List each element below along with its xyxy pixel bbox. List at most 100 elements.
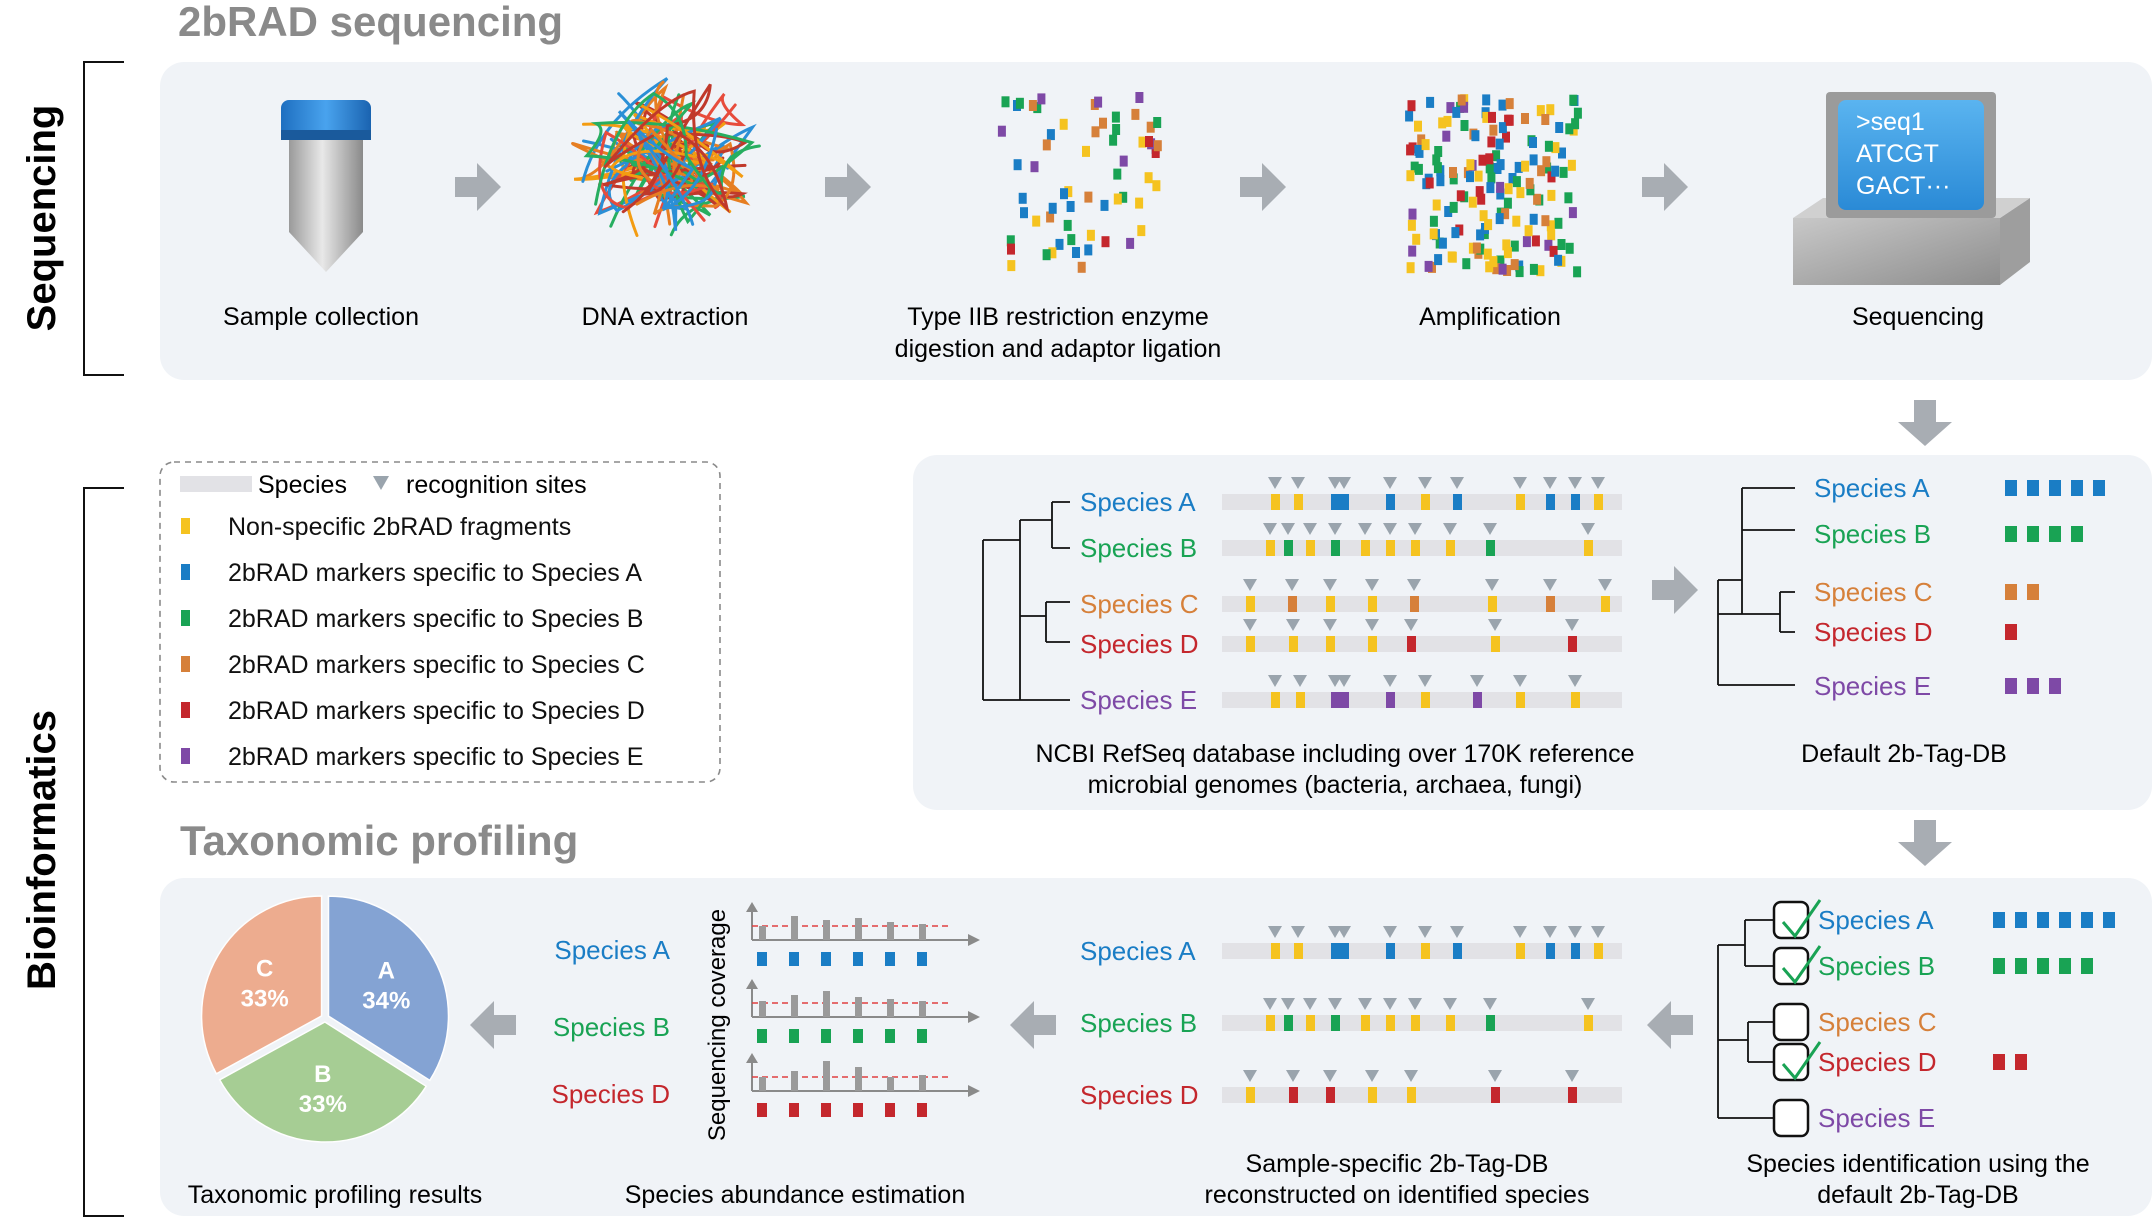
fragment bbox=[1536, 265, 1545, 277]
fragment bbox=[1406, 262, 1415, 274]
fragment bbox=[1015, 97, 1024, 109]
sample-species-label: Species D bbox=[1080, 1080, 1199, 1110]
marker-fragment bbox=[1386, 494, 1395, 510]
checkmark-icon bbox=[1781, 899, 1822, 939]
recognition-site-icon bbox=[1404, 1070, 1418, 1082]
checkbox-icon bbox=[1772, 1002, 1810, 1042]
fragment bbox=[1501, 208, 1510, 220]
marker-fragment bbox=[1488, 596, 1497, 612]
ident-marker bbox=[2015, 912, 2027, 928]
fragment bbox=[1451, 227, 1460, 239]
title-sequencing: 2bRAD sequencing bbox=[178, 0, 563, 45]
ident-species-label: Species C bbox=[1818, 1007, 1937, 1037]
ref-species-label: Species C bbox=[1080, 589, 1199, 619]
fragment bbox=[1020, 207, 1028, 219]
coverage-marker bbox=[885, 1029, 895, 1043]
fragment bbox=[1462, 258, 1471, 270]
coverage-marker bbox=[821, 1103, 831, 1117]
db-marker bbox=[2027, 480, 2039, 496]
step-label-sequencing: Sequencing bbox=[1852, 303, 1984, 331]
ident-marker bbox=[2037, 958, 2049, 974]
fragment bbox=[1113, 193, 1122, 205]
coverage-marker bbox=[917, 1029, 927, 1043]
genome-track bbox=[1222, 540, 1622, 556]
fragment bbox=[1091, 126, 1100, 138]
legend-track-label: Species bbox=[258, 471, 347, 499]
coverage-bar bbox=[823, 1061, 830, 1091]
sample-species-label: Species A bbox=[1080, 936, 1196, 966]
recognition-site-icon bbox=[1263, 998, 1277, 1010]
ident-marker bbox=[2037, 912, 2049, 928]
monitor-line-2: ATCGT bbox=[1856, 140, 1939, 168]
marker-fragment bbox=[1326, 1087, 1335, 1103]
step-label-sample-collection: Sample collection bbox=[223, 303, 419, 331]
fragment bbox=[1544, 140, 1553, 152]
marker-fragment bbox=[1294, 943, 1303, 959]
ident-marker bbox=[2081, 912, 2093, 928]
ref-caption-1: NCBI RefSeq database including over 170K… bbox=[1036, 740, 1635, 768]
marker-fragment bbox=[1571, 692, 1580, 708]
fragment bbox=[1502, 131, 1510, 143]
marker-fragment bbox=[1411, 1015, 1420, 1031]
monitor-line-1: >seq1 bbox=[1856, 108, 1925, 136]
fragment bbox=[1146, 121, 1155, 133]
recognition-site-icon bbox=[1268, 477, 1282, 489]
marker-fragment bbox=[1411, 540, 1420, 556]
sequencer-monitor-icon: >seq1 ATCGT GACT··· bbox=[1793, 92, 2030, 285]
fragment bbox=[1436, 175, 1445, 187]
recognition-site-icon bbox=[1488, 1070, 1502, 1082]
marker-fragment bbox=[1386, 540, 1395, 556]
fragment bbox=[1569, 124, 1578, 136]
fragment bbox=[1474, 170, 1483, 182]
fragment bbox=[1417, 134, 1426, 146]
fragment bbox=[1498, 263, 1507, 275]
fragment bbox=[1113, 168, 1122, 180]
recognition-site-icon bbox=[1303, 523, 1317, 535]
fragment bbox=[1152, 180, 1161, 192]
pie-slice bbox=[200, 895, 323, 1075]
fragment bbox=[1529, 137, 1537, 148]
fragment bbox=[1525, 177, 1534, 189]
pie-caption: Taxonomic profiling results bbox=[188, 1181, 483, 1209]
fragment bbox=[1407, 219, 1416, 231]
fragment bbox=[1565, 123, 1574, 135]
abundance-ylabel: Sequencing coverage bbox=[704, 909, 731, 1141]
fragment bbox=[1496, 159, 1505, 171]
dna-strand bbox=[603, 89, 730, 214]
recognition-site-icon bbox=[1328, 926, 1342, 938]
marker-fragment bbox=[1368, 1087, 1377, 1103]
db-marker bbox=[2071, 526, 2083, 542]
db-species-label: Species C bbox=[1814, 577, 1933, 607]
sample-species-label: Species B bbox=[1080, 1008, 1197, 1038]
marker-fragment bbox=[1368, 596, 1377, 612]
recognition-site-icon bbox=[1281, 998, 1295, 1010]
coverage-bar bbox=[855, 1067, 862, 1091]
ref-species-label: Species B bbox=[1080, 533, 1197, 563]
fragment bbox=[1452, 106, 1461, 118]
fragment bbox=[1048, 202, 1057, 214]
marker-fragment bbox=[1410, 596, 1419, 612]
recognition-site-icon bbox=[1450, 477, 1464, 489]
flow-arrows bbox=[455, 163, 1952, 1049]
ident-marker bbox=[2015, 958, 2027, 974]
ident-marker bbox=[1993, 912, 2005, 928]
coverage-marker bbox=[885, 952, 895, 966]
fragment bbox=[1151, 147, 1160, 158]
fragment bbox=[1086, 229, 1095, 241]
fragment bbox=[1521, 160, 1530, 172]
fragment bbox=[1109, 134, 1118, 146]
fragment bbox=[1466, 159, 1475, 171]
genome-track bbox=[1222, 1087, 1622, 1103]
fragment bbox=[1477, 193, 1486, 205]
marker-fragment bbox=[1571, 494, 1580, 510]
axis-arrowhead bbox=[968, 934, 980, 946]
recognition-site-icon bbox=[1337, 477, 1351, 489]
tube-icon bbox=[281, 100, 371, 272]
fragment bbox=[1456, 190, 1465, 202]
fragment bbox=[1468, 196, 1477, 208]
fragment bbox=[1145, 136, 1153, 147]
fragment bbox=[1547, 171, 1556, 183]
fragment bbox=[1569, 94, 1578, 106]
recognition-site-icon bbox=[1443, 998, 1457, 1010]
